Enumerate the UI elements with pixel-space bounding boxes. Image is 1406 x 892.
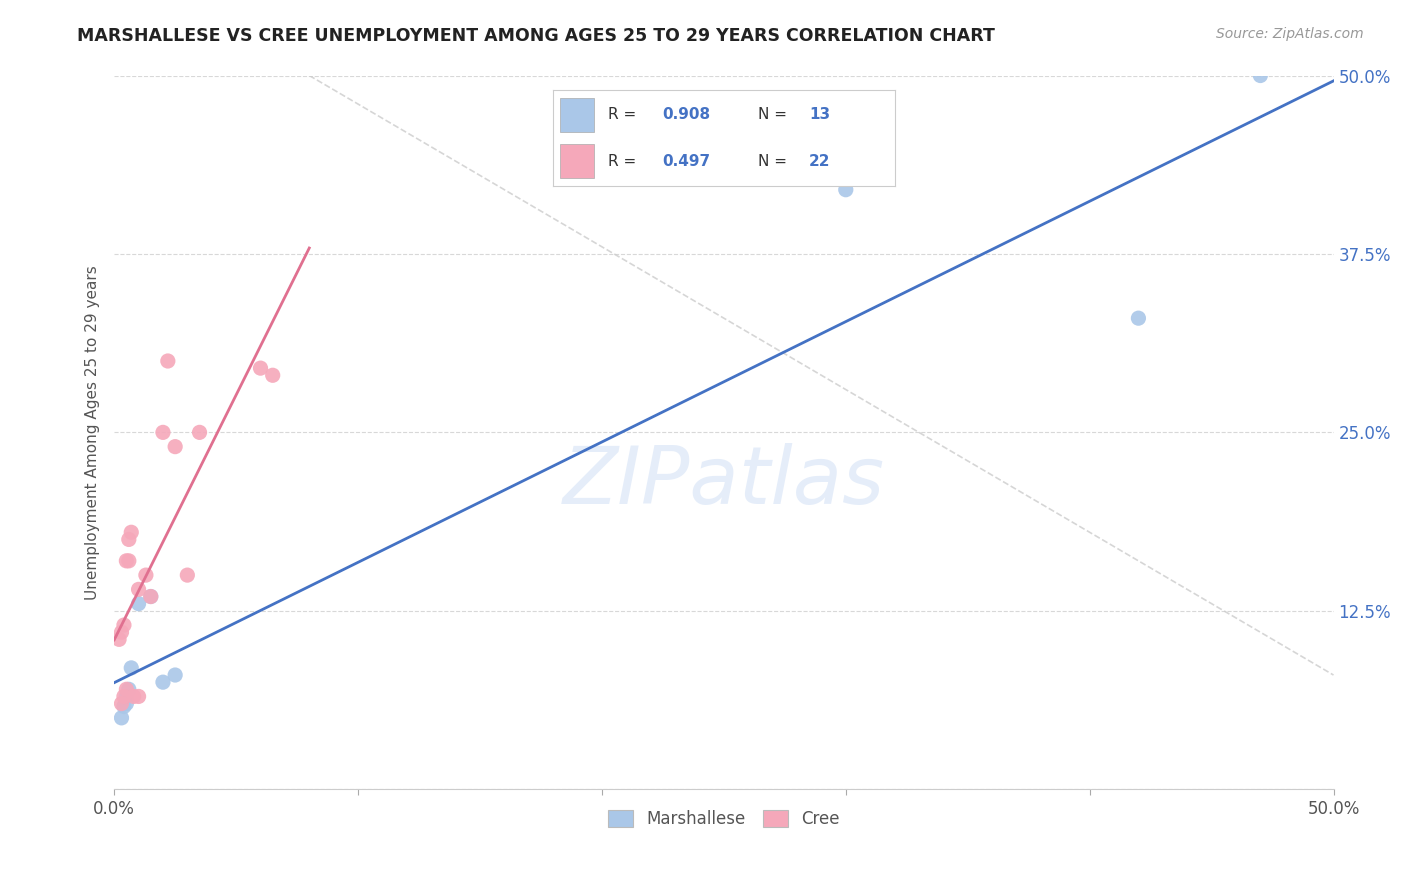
Point <box>115 682 138 697</box>
Text: ZIPatlas: ZIPatlas <box>562 443 884 521</box>
Point <box>110 697 132 711</box>
Point <box>118 554 141 568</box>
Point <box>110 711 132 725</box>
Point <box>115 697 138 711</box>
Point <box>165 668 187 682</box>
Point <box>835 183 858 197</box>
Point <box>1128 311 1150 326</box>
Y-axis label: Unemployment Among Ages 25 to 29 years: Unemployment Among Ages 25 to 29 years <box>86 265 100 599</box>
Text: MARSHALLESE VS CREE UNEMPLOYMENT AMONG AGES 25 TO 29 YEARS CORRELATION CHART: MARSHALLESE VS CREE UNEMPLOYMENT AMONG A… <box>77 27 995 45</box>
Point <box>152 425 174 440</box>
Point <box>112 699 135 714</box>
Text: Source: ZipAtlas.com: Source: ZipAtlas.com <box>1216 27 1364 41</box>
Point <box>188 425 211 440</box>
Point <box>128 582 150 597</box>
Legend: Marshallese, Cree: Marshallese, Cree <box>602 803 846 834</box>
Point <box>1249 69 1271 83</box>
Point <box>249 361 271 376</box>
Point <box>262 368 284 383</box>
Point <box>112 690 135 704</box>
Point <box>176 568 198 582</box>
Point <box>112 618 135 632</box>
Point <box>120 525 142 540</box>
Point <box>165 440 187 454</box>
Point <box>128 690 150 704</box>
Point <box>122 690 145 704</box>
Point <box>152 675 174 690</box>
Point <box>115 690 138 704</box>
Point <box>120 661 142 675</box>
Point <box>110 625 132 640</box>
Point <box>115 554 138 568</box>
Point <box>108 632 131 647</box>
Point <box>135 568 157 582</box>
Point <box>156 354 179 368</box>
Point <box>128 597 150 611</box>
Point <box>139 590 162 604</box>
Point <box>118 533 141 547</box>
Point <box>118 682 141 697</box>
Point <box>139 590 162 604</box>
